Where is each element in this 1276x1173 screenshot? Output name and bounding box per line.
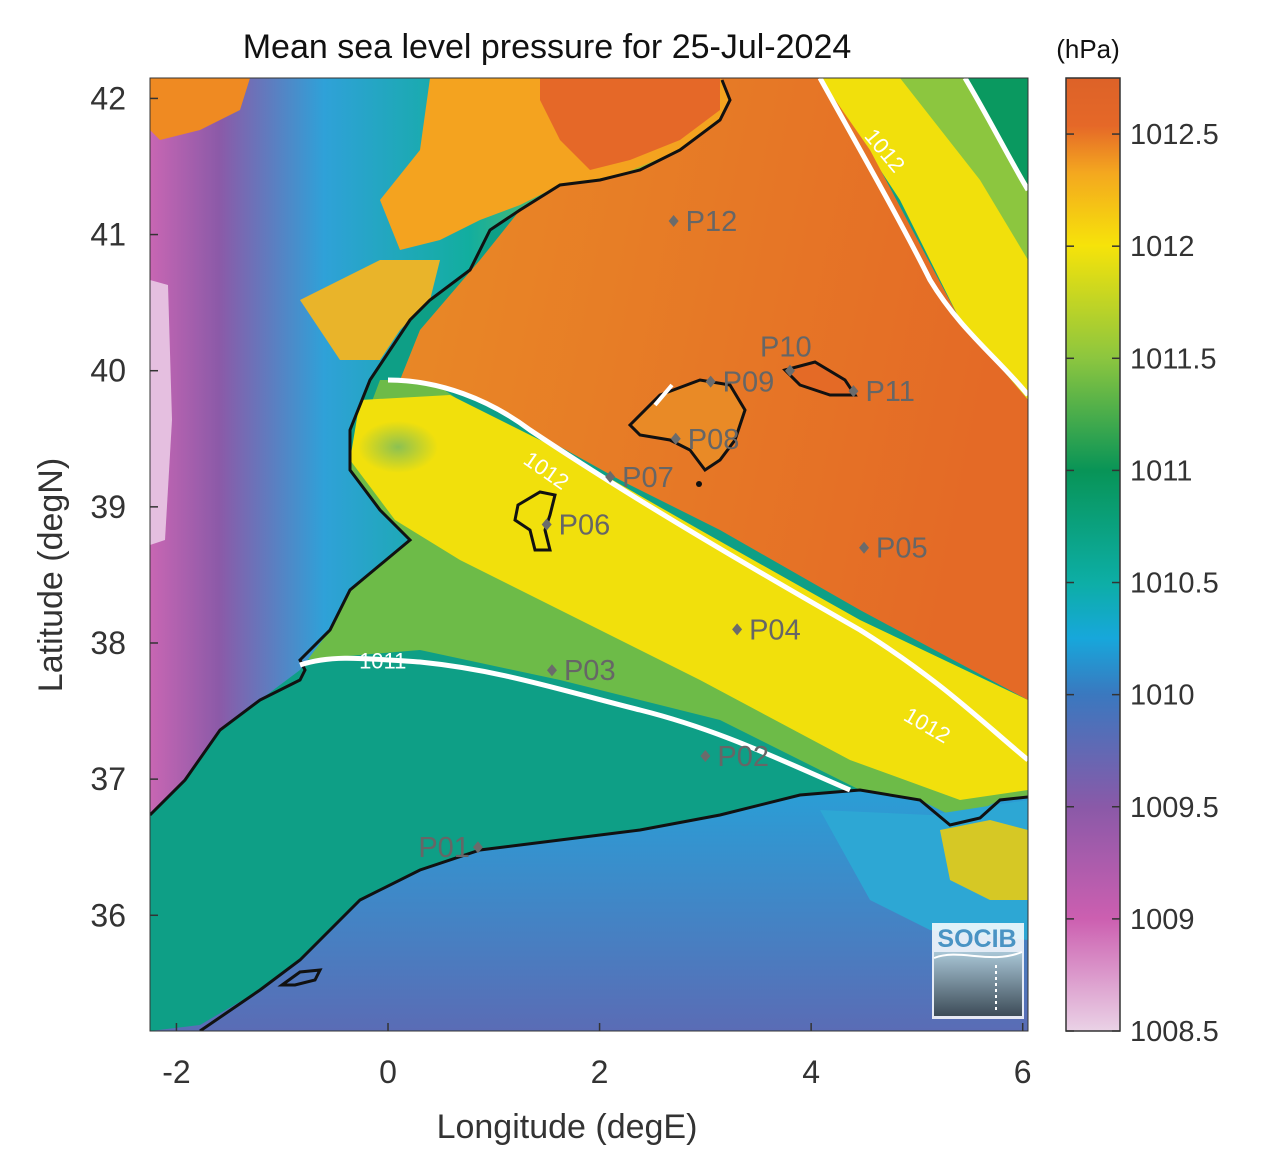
station-label: P02: [717, 741, 769, 773]
station-label: P08: [688, 424, 740, 456]
y-tick-label: 36: [90, 897, 126, 933]
map-frame: [149, 77, 1029, 1032]
station-label: P06: [559, 510, 611, 542]
station-label: P03: [564, 655, 616, 687]
colorbar-tick-label: 1012: [1130, 231, 1195, 263]
station-label: P05: [876, 533, 928, 565]
contour-label: 1011: [359, 649, 406, 674]
station-label: P10: [760, 332, 812, 364]
coastline-iberia: [150, 79, 732, 817]
station-marker: [472, 841, 483, 854]
land-east-coast: [300, 260, 440, 360]
station-marker: [668, 214, 679, 227]
colorbar-tick-label: 1009.5: [1130, 792, 1219, 824]
y-tick-label: 39: [90, 489, 126, 525]
colorbar-tick-label: 1012.5: [1130, 119, 1219, 151]
land-pink-strip: [150, 280, 172, 545]
y-axis-ticks: 36 37 38 39 40 41 42: [90, 80, 158, 933]
y-tick-label: 41: [90, 217, 126, 253]
land-nw-orange: [150, 78, 250, 140]
station-marker: [605, 470, 616, 483]
island-ibiza: [513, 490, 557, 552]
station-marker: [541, 518, 552, 531]
socib-logo: SOCIB: [932, 923, 1024, 1019]
colorbar-tick-label: 1011: [1130, 455, 1192, 487]
x-tick-label: -2: [162, 1054, 190, 1090]
field-band-yellow: [350, 395, 1028, 800]
contour-1011: [299, 655, 851, 793]
colorbar-unit-label: (hPa): [1056, 34, 1120, 64]
station-marker: [546, 664, 557, 677]
station-marker: [859, 541, 870, 554]
y-tick-label: 42: [90, 80, 126, 116]
colorbar-tick-label: 1008.5: [1130, 1016, 1219, 1048]
station-label: P09: [723, 367, 775, 399]
colorbar-gradient: [1065, 77, 1121, 1032]
y-tick-label: 40: [90, 353, 126, 389]
station-marker: [784, 364, 795, 377]
x-tick-label: 4: [802, 1054, 820, 1090]
colorbar-ticks: 1008.5 1009 1009.5 1010 1010.5 1011 1011.5 1012…: [1066, 119, 1219, 1048]
x-tick-label: 0: [379, 1054, 397, 1090]
chart-title: Mean sea level pressure for 25-Jul-2024: [243, 28, 852, 66]
coastline-africa: [199, 788, 1028, 1031]
colorbar-tick-label: 1010.5: [1130, 568, 1219, 600]
station-marker: [848, 385, 859, 398]
station-label: P11: [865, 376, 914, 408]
field-green-spot: [358, 421, 438, 473]
station-marker: [700, 749, 711, 762]
x-axis-label: Longitude (degE): [437, 1108, 698, 1146]
station-label: P12: [686, 206, 738, 238]
station-label: P01: [418, 832, 470, 864]
contour-1012-nee: [962, 78, 1028, 192]
station-label: P04: [749, 614, 801, 646]
colorbar: (hPa) 1008.5 1009 1009.5 1010 1010.5 1011 1011…: [1056, 34, 1218, 1048]
contour-mallorca: [653, 383, 674, 407]
land-africa-yellow: [940, 820, 1028, 900]
colorbar-tick-label: 1011.5: [1130, 343, 1217, 375]
station-marker: [705, 375, 716, 388]
x-axis-ticks: -2 0 2 4 6: [162, 1023, 1032, 1090]
land-africa: [150, 790, 1028, 1031]
island-cabrera: [696, 481, 702, 487]
y-axis-label: Latitude (degN): [32, 458, 70, 692]
station-marker: [732, 623, 743, 636]
station-label: P07: [622, 462, 674, 494]
station-marker: [670, 432, 681, 445]
coastline-alboran: [277, 968, 323, 987]
x-tick-label: 6: [1014, 1054, 1032, 1090]
contour-1012-ne: [817, 78, 1028, 397]
y-tick-label: 38: [90, 625, 126, 661]
x-tick-label: 2: [591, 1054, 609, 1090]
colorbar-tick-label: 1009: [1130, 904, 1195, 936]
colorbar-tick-label: 1010: [1130, 680, 1195, 712]
socib-logo-text: SOCIB: [937, 925, 1016, 953]
land-iberia: [150, 78, 730, 815]
land-ne-red: [540, 78, 720, 170]
y-tick-label: 37: [90, 761, 126, 797]
contour-1012-main: [387, 377, 1028, 762]
